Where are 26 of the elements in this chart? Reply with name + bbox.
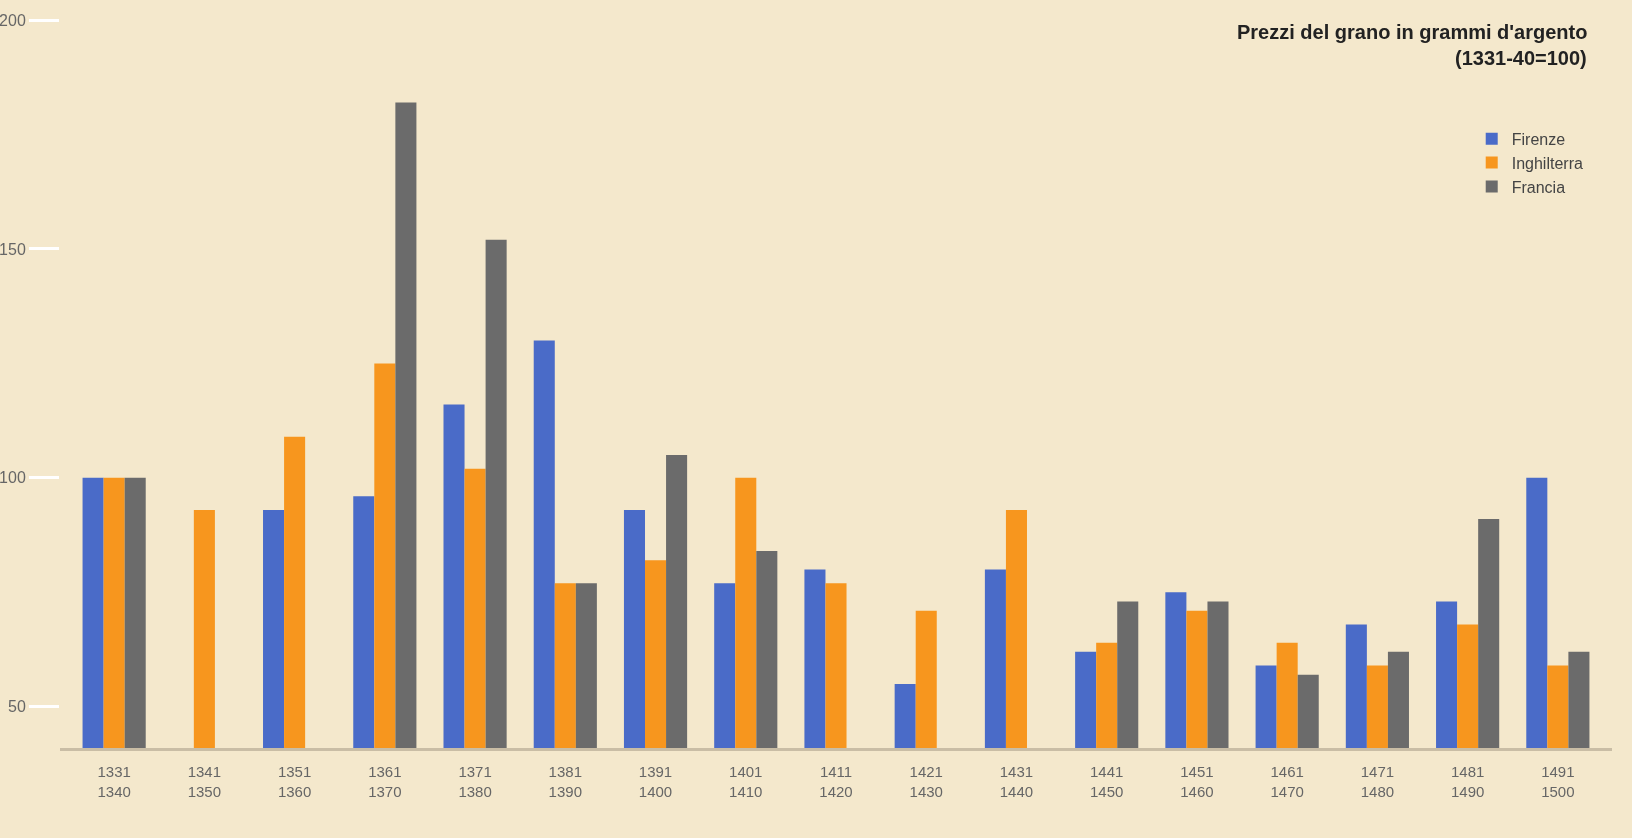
x-tick-label: 1331 1340	[97, 763, 131, 800]
x-tick-label: 1471 1480	[1360, 763, 1395, 800]
y-tick-label: 100	[0, 469, 26, 487]
x-tick-label: 1411 1420	[819, 763, 853, 800]
legend-label: Inghilterra	[1511, 154, 1583, 172]
x-tick-label: 1421 1430	[909, 763, 943, 800]
x-tick-label: 1351 1360	[277, 763, 312, 800]
x-tick-label: 1461 1470	[1270, 763, 1304, 800]
y-tick-label: 150	[0, 240, 26, 258]
x-tick-label: 1481 1490	[1450, 763, 1485, 800]
y-tick-label: 200	[0, 11, 26, 29]
x-tick-label: 1341 1350	[187, 763, 222, 800]
text: (1331-40=100)	[1455, 47, 1587, 69]
y-tick-label: 50	[8, 698, 26, 716]
x-tick-label: 1441 1450	[1090, 763, 1124, 800]
x-tick-label: 1391 1400	[638, 763, 673, 800]
x-tick-label: 1381 1390	[548, 763, 582, 800]
x-tick-label: 1361 1370	[368, 763, 402, 800]
x-tick-label: 1451 1460	[1180, 763, 1214, 800]
legend-label: Francia	[1511, 178, 1566, 196]
chart-title: Prezzi del grano in grammi d'argento	[1237, 21, 1588, 43]
x-tick-label: 1401 1410	[729, 763, 763, 800]
x-tick-label: 1371 1380	[458, 763, 492, 800]
x-tick-label: 1431 1440	[999, 763, 1034, 800]
x-tick-label: 1491 1500	[1541, 763, 1575, 800]
legend-label: Firenze	[1511, 131, 1566, 149]
